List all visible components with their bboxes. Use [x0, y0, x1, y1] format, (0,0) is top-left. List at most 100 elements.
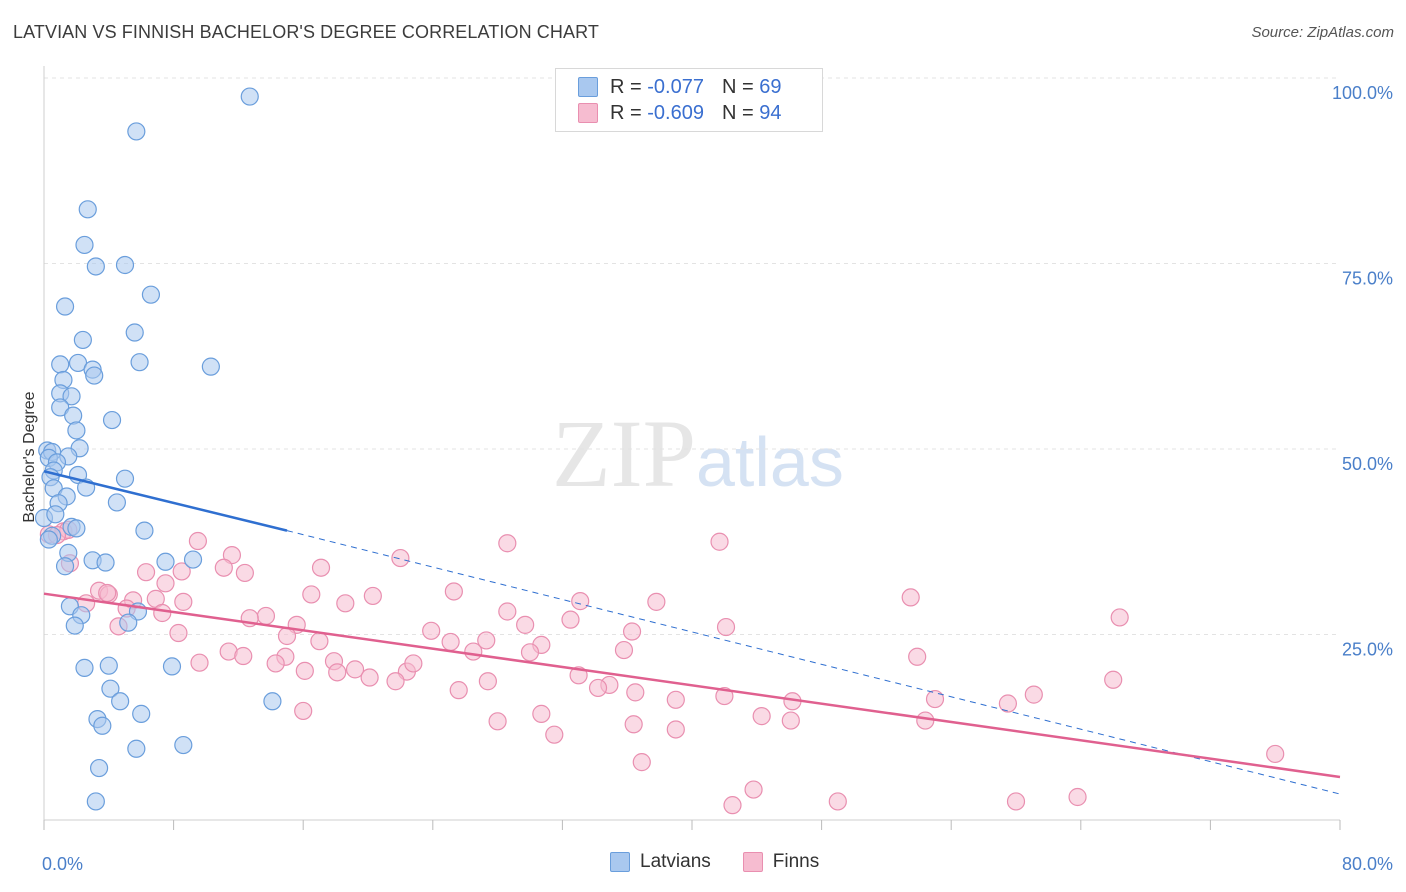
finns-trend-line — [43, 592, 1341, 779]
finn-point — [828, 792, 847, 811]
finn-point — [516, 615, 535, 634]
finn-point — [477, 631, 496, 650]
y-tick-label: 100.0% — [1332, 83, 1393, 103]
latvian-point — [127, 739, 146, 758]
tick-labels: 100.0% 75.0% 50.0% 25.0% 0.0% 80.0% — [42, 83, 1393, 874]
finn-point — [647, 592, 666, 611]
legend-n-label: N = — [721, 101, 754, 124]
finn-point — [234, 646, 253, 666]
finn-point — [488, 712, 507, 731]
legend-row-latvians: R = -0.077 N = 69 — [578, 75, 781, 99]
finn-point — [520, 643, 540, 662]
finns-points — [39, 520, 1285, 815]
finn-point — [256, 606, 276, 626]
finn-point — [441, 632, 460, 652]
latvian-point — [127, 122, 146, 141]
finn-point — [336, 594, 355, 613]
latvian-point — [75, 235, 94, 255]
finn-point — [266, 654, 285, 673]
finns-swatch — [578, 103, 598, 123]
legend-item-latvians: Latvians — [610, 851, 711, 873]
finn-point — [916, 711, 935, 730]
latvian-point — [111, 692, 130, 711]
latvian-point — [96, 553, 115, 572]
trend-lines — [43, 470, 1341, 795]
finn-point — [363, 586, 382, 606]
finn-point — [311, 558, 331, 577]
watermark-zip: ZIP — [552, 400, 696, 507]
latvian-point — [46, 505, 65, 524]
latvians-trend-extension — [286, 530, 1341, 795]
latvian-point — [86, 792, 105, 811]
finn-point — [588, 678, 608, 698]
latvians-points — [34, 87, 282, 811]
latvian-point — [62, 387, 81, 406]
finns-legend-label: Finns — [772, 851, 820, 872]
latvian-point — [115, 255, 135, 275]
finn-point — [561, 610, 580, 629]
source-label: Source: ZipAtlas.com — [1251, 24, 1394, 41]
finn-point — [449, 681, 468, 700]
chart-title: LATVIAN VS FINNISH BACHELOR'S DEGREE COR… — [13, 22, 599, 42]
legend-n-label: N = — [721, 75, 754, 98]
finn-point — [1006, 792, 1026, 811]
legend-r-label: R = — [610, 101, 642, 124]
finn-point — [136, 563, 156, 582]
finn-point — [386, 672, 405, 691]
stats-legend: R = -0.077 N = 69 R = -0.609 N = 94 — [555, 68, 823, 132]
latvian-point — [135, 521, 154, 540]
latvian-point — [55, 297, 75, 316]
finn-point — [498, 534, 517, 553]
finn-point — [294, 701, 313, 721]
finn-point — [614, 640, 634, 660]
finn-point — [571, 592, 590, 611]
finn-point — [310, 632, 329, 651]
y-tick-label: 25.0% — [1342, 640, 1393, 660]
finn-point — [214, 558, 233, 577]
legend-r-label: R = — [610, 75, 642, 98]
finn-point — [98, 583, 117, 603]
latvian-point — [39, 530, 58, 549]
finn-point — [498, 602, 517, 621]
finn-point — [188, 531, 207, 551]
finn-point — [744, 780, 763, 799]
latvian-point — [240, 87, 259, 106]
legend-item-finns: Finns — [742, 851, 820, 873]
finn-point — [1110, 608, 1129, 627]
latvian-point — [67, 421, 86, 440]
latvian-point — [78, 200, 97, 219]
finn-point — [781, 711, 800, 730]
y-tick-label: 75.0% — [1342, 269, 1393, 289]
finn-point — [302, 585, 321, 604]
latvian-point — [132, 704, 151, 723]
finn-point — [391, 548, 410, 568]
latvian-point — [115, 469, 135, 488]
latvians-legend-swatch — [610, 852, 630, 872]
watermark: ZIPatlas — [552, 398, 844, 509]
finn-point — [908, 647, 927, 666]
latvians-legend-label: Latvians — [640, 851, 711, 872]
finn-point — [422, 621, 441, 640]
y-tick-label: 50.0% — [1342, 454, 1393, 474]
finn-point — [624, 715, 643, 734]
latvians-swatch — [578, 77, 598, 97]
latvian-point — [86, 257, 105, 276]
latvian-point — [125, 323, 144, 342]
latvian-point — [64, 406, 83, 425]
latvian-point — [51, 398, 70, 417]
latvian-point — [107, 493, 127, 512]
series-legend: Latvians Finns — [610, 851, 851, 873]
finn-point — [345, 660, 365, 679]
finn-point — [752, 707, 771, 726]
latvian-point — [75, 658, 94, 677]
finn-point — [1024, 685, 1043, 704]
finn-point — [716, 617, 736, 637]
latvian-point — [141, 285, 161, 304]
finn-point — [925, 689, 945, 709]
finn-point — [169, 623, 188, 643]
watermark-atlas: atlas — [696, 423, 844, 501]
y-axis-label: Bachelor's Degree — [21, 391, 38, 522]
latvian-point — [85, 366, 104, 385]
axes — [43, 66, 1341, 830]
